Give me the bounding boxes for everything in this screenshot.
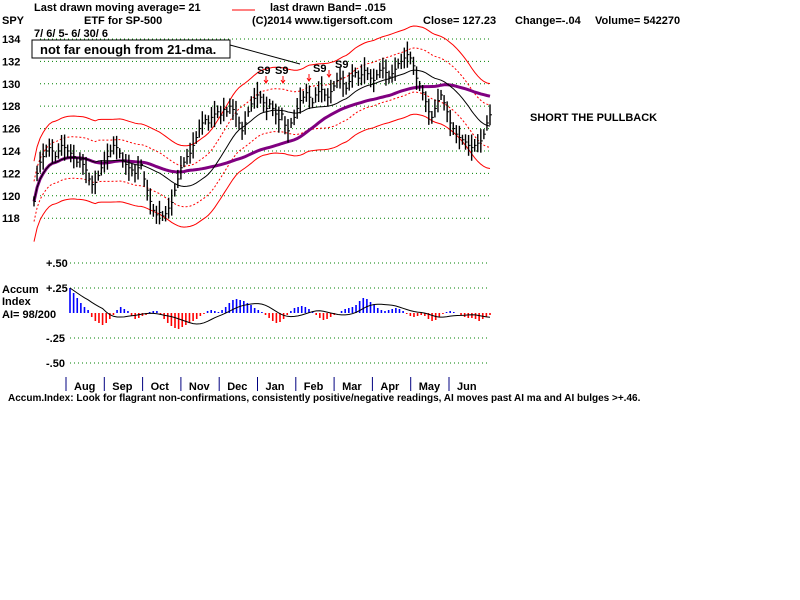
month-label: Jan xyxy=(266,381,285,393)
band-line xyxy=(33,91,491,222)
sell-signal-label: S9 xyxy=(335,59,348,71)
ai-tick-label: -.50 xyxy=(46,358,65,370)
sell-signal-label: S9 xyxy=(313,63,326,75)
ma21-line xyxy=(33,69,491,202)
close-value: Close= 127.23 xyxy=(423,15,496,27)
date-range: 7/ 6/ 5- 6/ 30/ 6 xyxy=(34,28,108,40)
ai-ma-polyline xyxy=(69,287,491,325)
band-lines xyxy=(33,25,491,242)
month-label: Mar xyxy=(342,381,362,393)
ma21-polyline xyxy=(33,69,491,202)
sell-signal-arrowhead xyxy=(280,79,286,84)
month-axis: Aug Sep Oct Nov Dec Jan Feb Mar Apr May Jun xyxy=(65,377,477,393)
band-line xyxy=(33,113,491,242)
sell-signal-arrowhead xyxy=(263,79,269,84)
band-label: last drawn Band= .015 xyxy=(270,2,386,14)
band-line xyxy=(33,47,491,182)
month-label: Nov xyxy=(189,381,211,393)
ai-title-1: Accum xyxy=(2,284,39,296)
subtitle: ETF for SP-500 xyxy=(84,15,162,27)
price-tick-label: 130 xyxy=(2,79,20,91)
sell-signal-arrowhead xyxy=(306,77,312,82)
ai-reading: AI= 98/200 xyxy=(2,309,56,321)
sell-signals: S9 S9 S9 S9 xyxy=(257,59,348,84)
price-bars xyxy=(33,41,492,225)
month-label: Dec xyxy=(227,381,247,393)
price-tick-label: 120 xyxy=(2,191,20,203)
ma50-polyline xyxy=(32,83,491,202)
sell-signal-arrowhead xyxy=(326,73,332,78)
price-tick-label: 132 xyxy=(2,56,20,68)
ma50-line xyxy=(32,83,491,202)
month-label: Aug xyxy=(74,381,95,393)
month-label: May xyxy=(419,381,441,393)
callout-text: not far enough from 21-dma. xyxy=(40,42,216,57)
action-label: SHORT THE PULLBACK xyxy=(530,112,657,124)
price-grid xyxy=(40,38,490,219)
ai-ma-line xyxy=(69,287,491,325)
price-tick-label: 126 xyxy=(2,124,20,136)
callout-box xyxy=(31,39,231,59)
month-label: Jun xyxy=(457,381,477,393)
volume-value: Volume= 542270 xyxy=(595,15,680,27)
footer-note: Accum.Index: Look for flagrant non-confi… xyxy=(8,393,641,404)
ma-label: Last drawn moving average= 21 xyxy=(34,2,201,14)
month-label: Apr xyxy=(380,381,400,393)
price-tick-label: 122 xyxy=(2,168,20,180)
callout-arrow xyxy=(229,44,301,65)
ai-tick-label: +.25 xyxy=(46,283,68,295)
price-tick-label: 118 xyxy=(2,213,20,225)
month-label: Sep xyxy=(112,381,132,393)
ai-histogram xyxy=(69,288,491,329)
sell-signal-label: S9 xyxy=(275,65,288,77)
price-tick-label: 124 xyxy=(2,146,21,158)
copyright: (C)2014 www.tigersoft.com xyxy=(252,15,393,27)
month-label: Oct xyxy=(151,381,170,393)
month-label: Feb xyxy=(304,381,324,393)
price-axis-ticks: 134 132 130 128 126 124 122 120 118 xyxy=(2,34,21,225)
ai-axis-ticks: +.50 +.25 -.25 -.50 xyxy=(46,258,68,370)
price-tick-label: 128 xyxy=(2,101,20,113)
band-line xyxy=(33,25,491,162)
change-value: Change=-.04 xyxy=(515,15,582,27)
price-tick-label: 134 xyxy=(2,34,21,46)
ai-tick-label: -.25 xyxy=(46,333,65,345)
ticker-label: SPY xyxy=(2,15,25,27)
ai-tick-label: +.50 xyxy=(46,258,68,270)
ai-title-2: Index xyxy=(2,296,32,308)
sell-signal-label: S9 xyxy=(257,65,270,77)
